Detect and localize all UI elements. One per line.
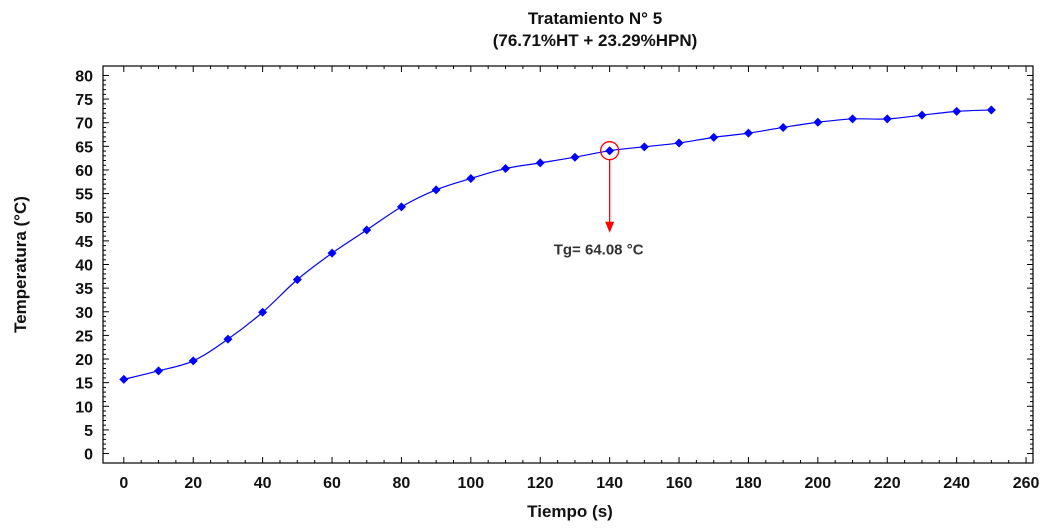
data-point	[501, 164, 511, 174]
y-tick-label: 15	[75, 376, 93, 393]
data-point	[327, 248, 337, 258]
data-point	[986, 105, 996, 115]
y-tick-label: 70	[75, 116, 93, 133]
y-tick-label: 80	[75, 68, 93, 85]
data-point	[292, 275, 302, 285]
x-tick-label: 20	[184, 475, 202, 492]
x-axis-title: Tiempo (s)	[527, 502, 613, 521]
data-point	[223, 334, 233, 344]
data-point	[917, 110, 927, 120]
y-tick-label: 30	[75, 305, 93, 322]
data-point	[362, 225, 372, 235]
y-tick-label: 50	[75, 210, 93, 227]
data-point	[848, 114, 858, 124]
data-point	[605, 146, 615, 156]
data-point	[709, 132, 719, 142]
y-tick-label: 0	[84, 447, 93, 464]
y-tick-label: 60	[75, 163, 93, 180]
data-point	[813, 117, 823, 127]
x-tick-label: 100	[457, 475, 484, 492]
x-tick-label: 160	[666, 475, 693, 492]
data-point	[431, 185, 441, 195]
x-tick-label: 240	[943, 475, 970, 492]
x-tick-label: 120	[527, 475, 554, 492]
data-point	[743, 128, 753, 138]
tg-arrow-head	[605, 221, 615, 233]
y-tick-label: 20	[75, 352, 93, 369]
data-point	[952, 106, 962, 116]
chart-title: Tratamiento N° 5	[528, 9, 662, 28]
data-point	[258, 307, 268, 317]
data-point	[882, 114, 892, 124]
y-tick-label: 55	[75, 187, 93, 204]
data-point	[119, 374, 129, 384]
plot-area	[102, 65, 1034, 464]
data-point	[188, 356, 198, 366]
tg-annotation: Tg= 64.08 °C	[554, 242, 644, 259]
y-tick-label: 25	[75, 328, 93, 345]
y-tick-labels: 0 5 10 15 20 25 30 35 40 45 50 55 60 65 70 75 80	[75, 68, 93, 463]
x-tick-label: 140	[596, 475, 623, 492]
x-tick-label: 260	[1013, 475, 1040, 492]
y-tick-label: 5	[84, 423, 93, 440]
y-tick-label: 65	[75, 139, 93, 156]
chart-subtitle: (76.71%HT + 23.29%HPN)	[493, 31, 698, 50]
data-point	[570, 152, 580, 162]
x-tick-label: 60	[323, 475, 341, 492]
x-tick-labels: 0 20 40 60 80 100 120 140 160 180 200 220 240 260	[119, 475, 1039, 492]
x-tick-label: 80	[393, 475, 411, 492]
y-axis-title: Temperatura (°C)	[11, 196, 30, 333]
x-tick-label: 40	[254, 475, 272, 492]
x-tick-label: 0	[119, 475, 128, 492]
y-tick-label: 35	[75, 281, 93, 298]
data-point	[154, 366, 164, 376]
data-point	[778, 122, 788, 132]
data-point	[674, 138, 684, 148]
x-tick-label: 220	[874, 475, 901, 492]
data-point	[466, 173, 476, 183]
data-point	[396, 202, 406, 212]
data-point	[639, 142, 649, 152]
y-tick-label: 40	[75, 258, 93, 275]
x-tick-label: 180	[735, 475, 762, 492]
axis-ticks	[103, 66, 1033, 463]
y-tick-label: 10	[75, 399, 93, 416]
y-tick-label: 75	[75, 92, 93, 109]
data-point	[535, 158, 545, 168]
x-tick-label: 200	[804, 475, 831, 492]
y-tick-label: 45	[75, 234, 93, 251]
data-markers	[119, 105, 996, 384]
